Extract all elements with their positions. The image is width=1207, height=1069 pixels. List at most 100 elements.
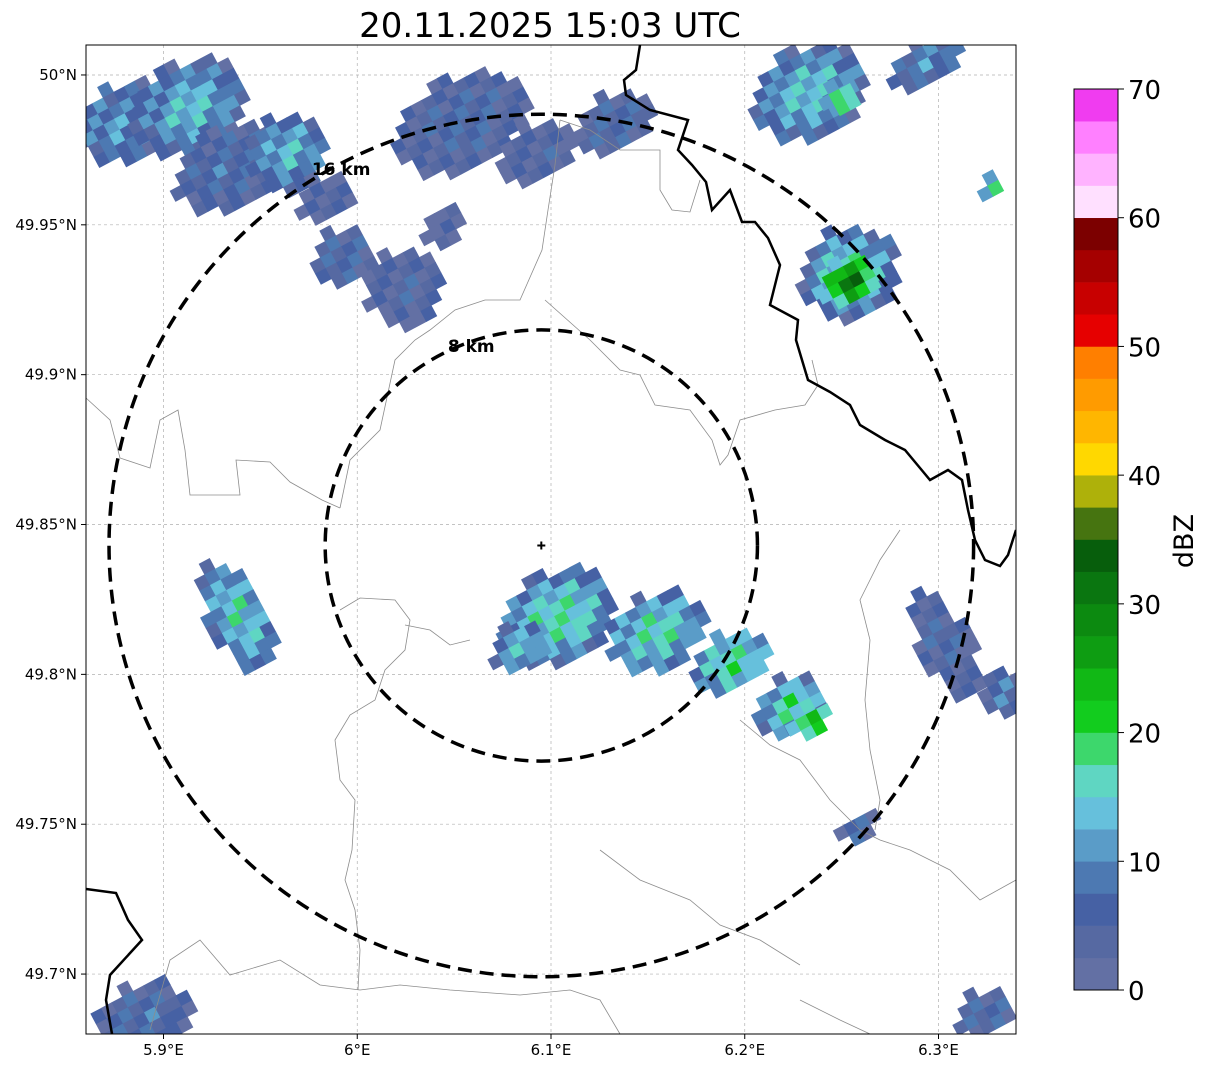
echo-bin xyxy=(928,51,945,69)
echo-bin xyxy=(207,178,224,196)
echo-bin xyxy=(779,113,797,131)
echo-bin xyxy=(443,136,461,154)
colorbar-swatch xyxy=(1074,796,1118,830)
echo-bin xyxy=(531,123,549,141)
echo-bin xyxy=(377,300,395,318)
echo-bin xyxy=(609,120,627,138)
echo-bin xyxy=(330,197,348,215)
echo-bin xyxy=(190,146,208,164)
echo-bin xyxy=(826,255,844,273)
echo-bin xyxy=(463,71,481,89)
echo-bin xyxy=(206,62,224,80)
echo-bin xyxy=(204,595,222,613)
national-border-southwest xyxy=(86,887,144,1034)
echo-bin xyxy=(228,105,246,123)
echo-bin xyxy=(625,125,643,143)
communal-boundary xyxy=(739,719,1016,901)
echo-bin xyxy=(210,606,228,623)
map-area[interactable] xyxy=(55,19,1037,1069)
echo-bin xyxy=(253,610,271,628)
echo-bin xyxy=(794,714,812,732)
echo-bin xyxy=(630,617,648,635)
echo-bin xyxy=(447,93,465,111)
echo-bin xyxy=(454,131,472,148)
echo-bin xyxy=(580,582,598,600)
echo-bin xyxy=(558,567,576,585)
echo-cell xyxy=(832,807,882,847)
echo-bin xyxy=(244,160,262,178)
echo-bin xyxy=(833,112,851,129)
echo-bin xyxy=(619,623,637,641)
echo-bin xyxy=(543,616,561,633)
echo-bin xyxy=(496,108,514,126)
echo-bin xyxy=(98,134,116,152)
echo-bin xyxy=(223,94,241,112)
echo-bin xyxy=(217,173,235,190)
echo-bin xyxy=(515,145,533,163)
echo-bin xyxy=(746,648,764,666)
echo-bin xyxy=(465,152,483,170)
echo-bin xyxy=(842,52,860,70)
echo-bin xyxy=(842,260,860,278)
echo-bin xyxy=(248,626,266,644)
echo-bin xyxy=(309,257,327,275)
echo-bin xyxy=(211,162,229,180)
echo-bin xyxy=(216,146,234,164)
echo-bin xyxy=(816,287,834,305)
echo-bin xyxy=(113,1050,130,1067)
echo-bin xyxy=(787,676,805,693)
echo-bin xyxy=(960,681,978,698)
echo-bin xyxy=(216,616,234,634)
echo-bin xyxy=(603,110,621,128)
echo-bin xyxy=(276,143,294,161)
echo-bin xyxy=(357,245,375,263)
echo-bin xyxy=(237,605,255,623)
echo-bin xyxy=(863,228,881,246)
echo-bin xyxy=(402,246,420,264)
echo-bin xyxy=(590,577,608,595)
echo-bin xyxy=(387,295,405,313)
echo-bin xyxy=(375,247,393,265)
echo-bin xyxy=(360,268,378,286)
echo-bin xyxy=(511,606,528,623)
echo-bin xyxy=(309,208,327,226)
echo-bin xyxy=(864,807,882,825)
echo-bin xyxy=(242,589,260,607)
colorbar-swatch xyxy=(1074,925,1118,959)
echo-bin xyxy=(218,199,236,217)
colorbar-swatch xyxy=(1074,475,1118,508)
echo-bin xyxy=(596,587,614,605)
echo-bin xyxy=(870,292,888,310)
echo-bin xyxy=(86,103,99,120)
range-ring-labels: 8 km 16 km xyxy=(312,160,495,357)
echo-bin xyxy=(181,1000,199,1018)
echo-bin xyxy=(984,1002,1001,1020)
echo-bin xyxy=(772,49,790,67)
echo-bin xyxy=(910,612,928,630)
echo-bin xyxy=(559,620,577,638)
echo-bin xyxy=(341,267,359,285)
national-border-east xyxy=(622,45,1016,568)
echo-bin xyxy=(982,697,1000,715)
echo-bin xyxy=(672,594,690,612)
echo-bin xyxy=(179,63,197,81)
echo-bin xyxy=(927,644,945,662)
echo-bin xyxy=(399,316,417,334)
echo-bin xyxy=(516,589,533,607)
echo-bin xyxy=(736,654,754,672)
echo-bin xyxy=(469,82,487,100)
echo-bin xyxy=(944,676,962,694)
echo-bin xyxy=(330,170,348,188)
echo-bin xyxy=(502,119,520,137)
colorbar-label: dBZ xyxy=(1169,514,1200,568)
echo-bin xyxy=(123,1045,140,1062)
echo-bin xyxy=(521,600,539,618)
colorbar-swatch xyxy=(1074,861,1118,894)
echo-bin xyxy=(755,692,773,710)
echo-bin xyxy=(93,151,111,169)
echo-bin xyxy=(978,991,996,1009)
echo-bin xyxy=(399,105,417,123)
echo-bin xyxy=(531,567,549,585)
echo-bin xyxy=(390,138,407,155)
echo-bin xyxy=(588,131,606,149)
